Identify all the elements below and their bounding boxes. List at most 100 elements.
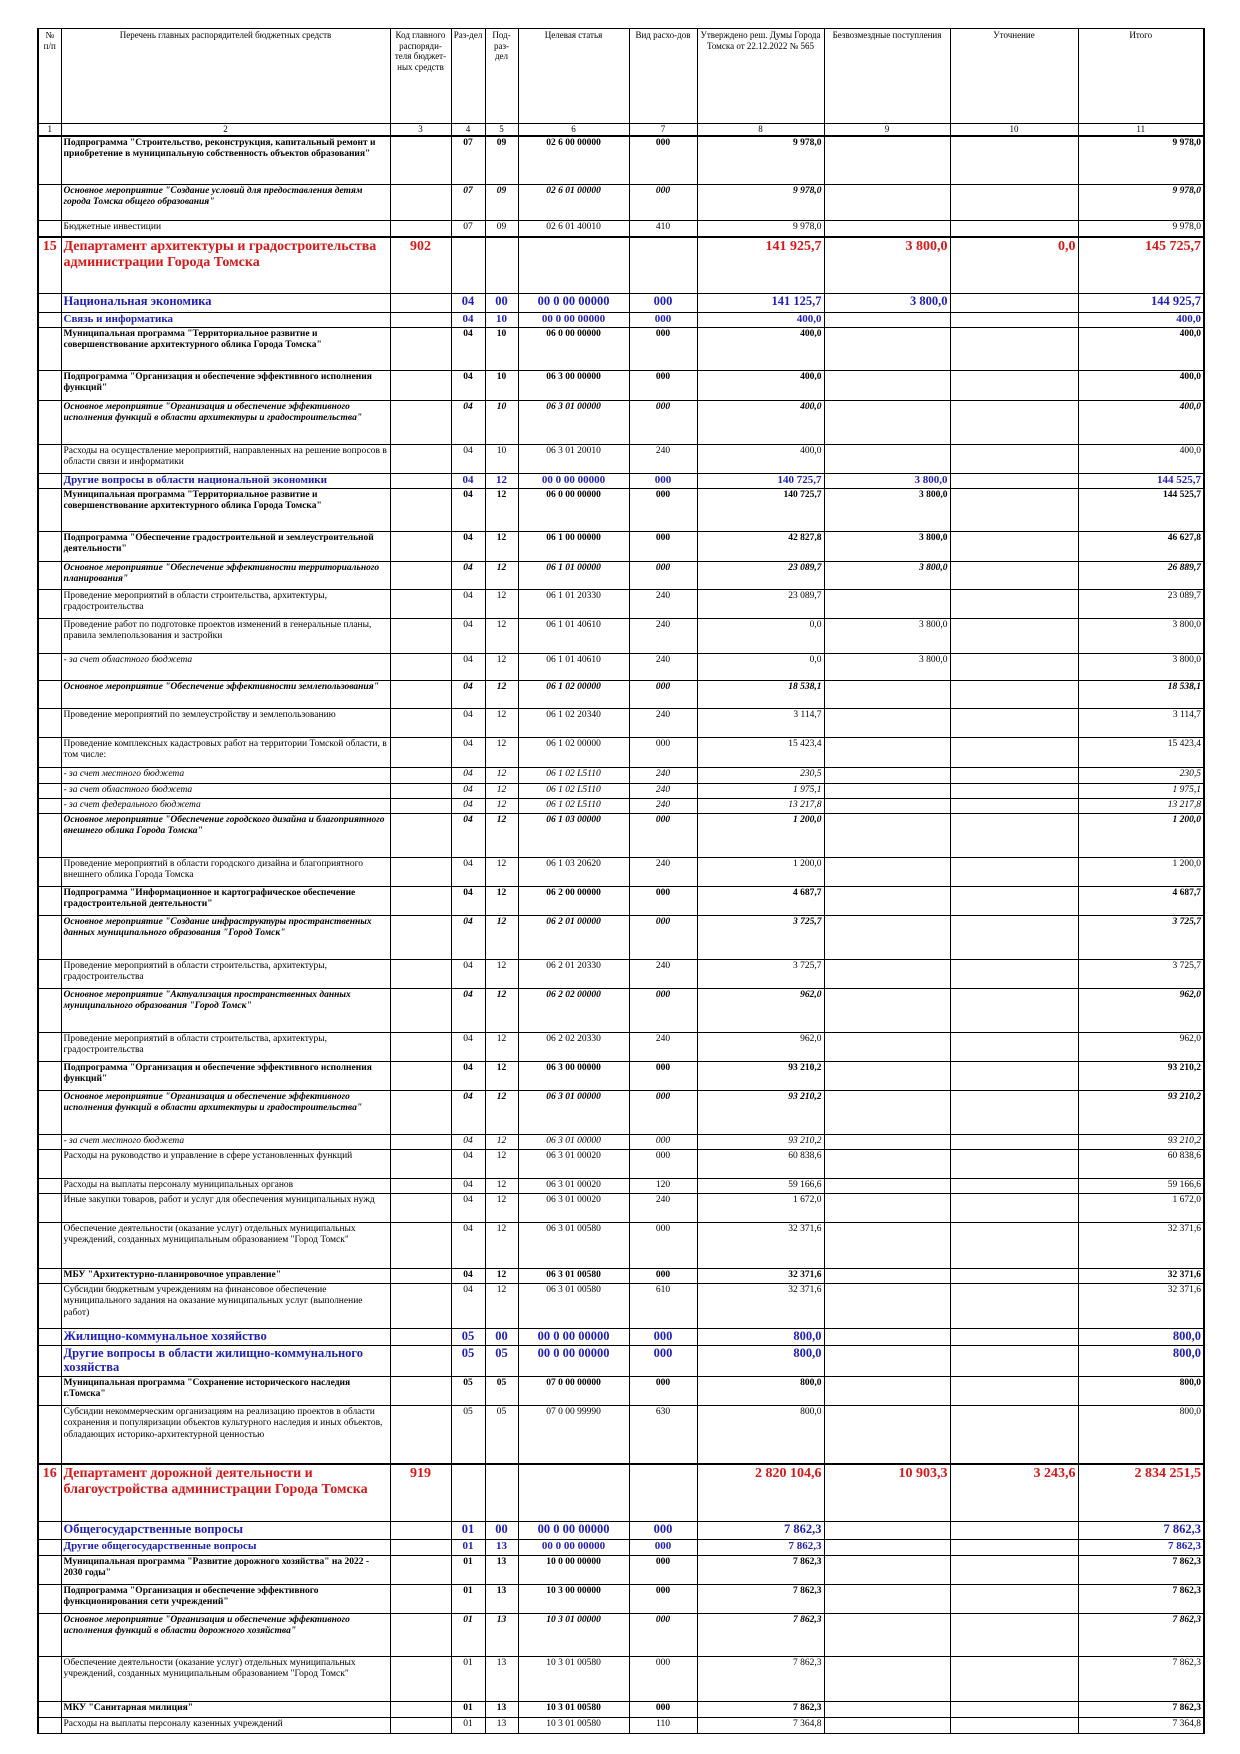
cell <box>389 473 452 490</box>
cell: 13 217,8 <box>696 798 825 815</box>
column-number: 4 <box>450 122 486 137</box>
cell: 1 975,1 <box>696 783 825 800</box>
cell: 9 978,0 <box>696 135 825 186</box>
cell: 07 <box>450 184 486 222</box>
table-row: 15 Департамент архитектуры и градостроите… <box>37 235 1205 295</box>
cell <box>949 618 1079 655</box>
row-label: Основное мероприятие "Организация и обес… <box>60 1090 391 1136</box>
cell <box>37 886 62 917</box>
cell: 32 371,6 <box>696 1222 825 1270</box>
cell: 240 <box>628 444 698 475</box>
cell: 7 862,3 <box>1077 1584 1205 1615</box>
cell <box>37 1222 62 1270</box>
cell <box>823 1584 951 1615</box>
cell: 400,0 <box>696 312 825 329</box>
cell <box>37 1283 62 1330</box>
cell <box>389 1268 452 1285</box>
table-row: Расходы на осуществление мероприятий, на… <box>37 444 1205 475</box>
cell <box>389 959 452 990</box>
row-label: Муниципальная программа "Территориальное… <box>60 488 391 533</box>
table-row: Подпрограмма "Организация и обеспечение … <box>37 370 1205 402</box>
table-row: Основное мероприятие "Обеспечение эффект… <box>37 680 1205 710</box>
cell: 10 3 01 00580 <box>517 1717 630 1735</box>
row-label: Общегосударственные вопросы <box>60 1521 391 1541</box>
cell: 04 <box>450 1268 486 1285</box>
cell: 12 <box>484 1283 519 1330</box>
cell: 410 <box>628 220 698 238</box>
cell: 000 <box>628 1134 698 1151</box>
cell <box>389 1222 452 1270</box>
cell: 000 <box>628 813 698 859</box>
row-label: Расходы на выплаты персоналу казенных уч… <box>60 1717 391 1735</box>
cell <box>37 444 62 475</box>
cell: 000 <box>628 915 698 961</box>
cell: 06 1 00 00000 <box>517 531 630 563</box>
row-label: Расходы на осуществление мероприятий, на… <box>60 444 391 475</box>
cell: 15 423,4 <box>1077 737 1205 769</box>
cell: 13 <box>484 1555 519 1586</box>
cell: 000 <box>628 1090 698 1136</box>
cell <box>484 235 519 295</box>
cell: 800,0 <box>696 1345 825 1378</box>
cell <box>389 1090 452 1136</box>
column-header: Вид расхо-дов <box>628 28 698 124</box>
row-label: Департамент дорожной деятельности и благ… <box>60 1462 391 1523</box>
row-label: Национальная экономика <box>60 293 391 314</box>
cell: 962,0 <box>696 988 825 1034</box>
cell <box>37 400 62 446</box>
cell: 7 862,3 <box>1077 1521 1205 1541</box>
cell: 800,0 <box>1077 1405 1205 1465</box>
row-label: Подпрограмма "Организация и обеспечение … <box>60 1584 391 1615</box>
cell: 3 800,0 <box>823 293 951 314</box>
cell <box>949 798 1079 815</box>
cell: 000 <box>628 1149 698 1180</box>
cell: 06 3 01 00000 <box>517 400 630 446</box>
cell: 05 <box>450 1376 486 1407</box>
cell <box>823 1090 951 1136</box>
cell: 09 <box>484 135 519 186</box>
cell: 01 <box>450 1555 486 1586</box>
cell <box>389 1376 452 1407</box>
row-label: Расходы на выплаты персоналу муниципальн… <box>60 1178 391 1195</box>
cell <box>949 293 1079 314</box>
cell: 04 <box>450 798 486 815</box>
cell <box>823 370 951 402</box>
cell: 04 <box>450 473 486 490</box>
table-row: Субсидии бюджетным учреждениям на финанс… <box>37 1283 1205 1330</box>
row-label: Другие вопросы в области национальной эк… <box>60 473 391 490</box>
cell: 400,0 <box>1077 312 1205 329</box>
cell: 04 <box>450 680 486 710</box>
cell <box>823 1268 951 1285</box>
cell <box>37 220 62 238</box>
cell: 000 <box>628 293 698 314</box>
column-number: 1 <box>37 122 62 137</box>
cell: 144 525,7 <box>1077 488 1205 533</box>
cell <box>37 737 62 769</box>
cell: 04 <box>450 1032 486 1063</box>
cell: 0,0 <box>949 235 1079 295</box>
cell <box>37 1376 62 1407</box>
cell <box>37 915 62 961</box>
cell <box>37 959 62 990</box>
row-label: Основное мероприятие "Обеспечение эффект… <box>60 561 391 591</box>
cell <box>949 1555 1079 1586</box>
cell: 04 <box>450 1061 486 1092</box>
cell: 140 725,7 <box>696 488 825 533</box>
cell: 12 <box>484 488 519 533</box>
table-row: Муниципальная программа "Развитие дорожн… <box>37 1555 1205 1586</box>
cell: 10 3 01 00580 <box>517 1656 630 1703</box>
cell <box>389 293 452 314</box>
cell <box>37 1345 62 1378</box>
cell <box>949 488 1079 533</box>
cell: 3 725,7 <box>696 915 825 961</box>
cell: 10 <box>484 444 519 475</box>
table-row: Другие вопросы в области национальной эк… <box>37 473 1205 490</box>
cell: 3 800,0 <box>823 531 951 563</box>
row-label: Проведение мероприятий в области строите… <box>60 589 391 620</box>
cell: 00 0 00 00000 <box>517 1539 630 1557</box>
cell: 7 862,3 <box>1077 1656 1205 1703</box>
cell: 06 1 01 40610 <box>517 653 630 682</box>
cell <box>37 708 62 739</box>
cell <box>37 618 62 655</box>
table-row: Подпрограмма "Организация и обеспечение … <box>37 1061 1205 1092</box>
